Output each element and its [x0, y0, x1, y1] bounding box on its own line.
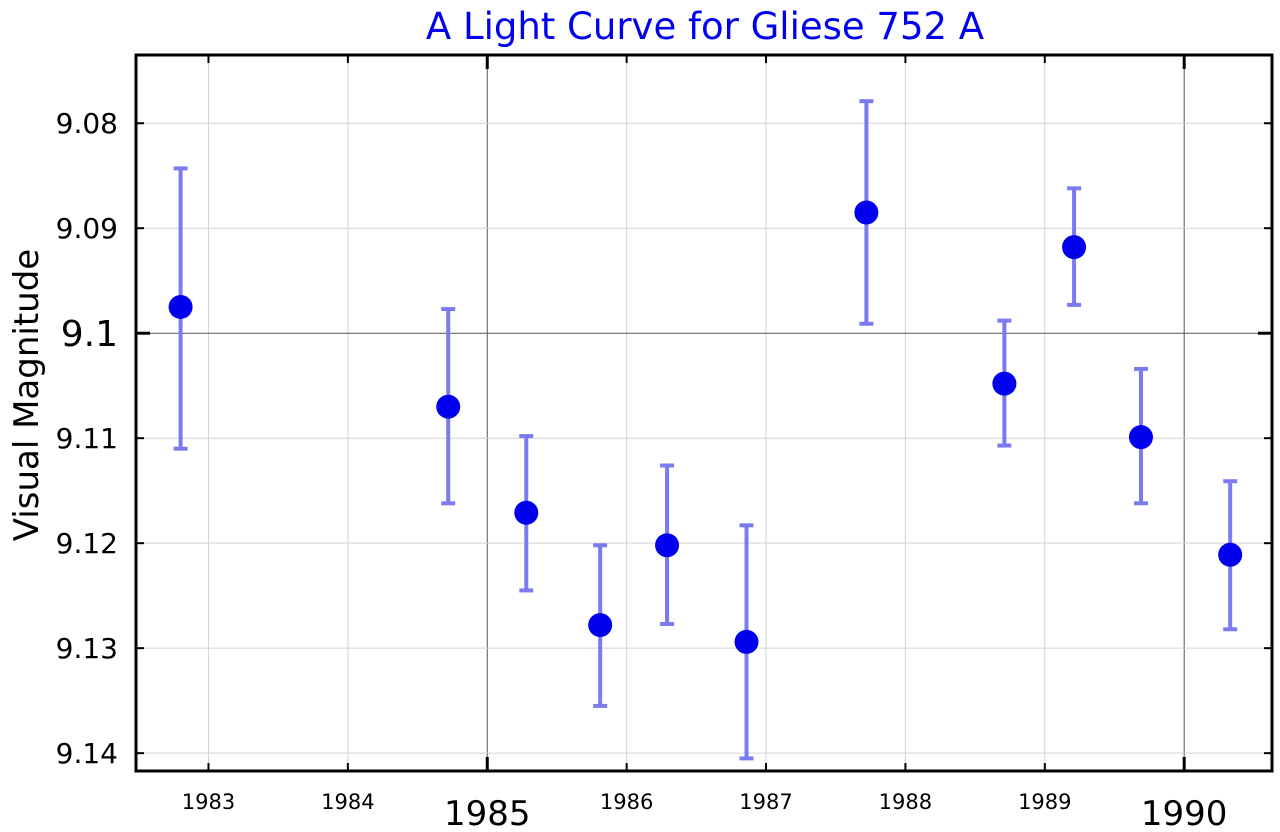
data-point [436, 307, 461, 506]
data-marker [1218, 542, 1243, 567]
x-tick-label: 1985 [444, 794, 531, 832]
data-marker [1062, 235, 1087, 260]
data-point [514, 434, 539, 593]
data-marker [992, 371, 1017, 396]
data-marker [588, 613, 613, 638]
y-tick-labels: 9.08 9.09 9.1 9.11 9.12 9.13 9.14 [56, 107, 118, 770]
data-point [992, 318, 1017, 448]
x-tick-label: 1989 [1018, 790, 1071, 814]
plot-frame [134, 53, 1274, 773]
x-tick-labels: 1983 1984 1985 1986 1987 1988 1989 1990 [182, 790, 1228, 832]
y-tick-label: 9.08 [56, 107, 118, 140]
data-point [854, 99, 879, 326]
data-point [1218, 479, 1243, 632]
data-point [1128, 366, 1153, 506]
data-marker [514, 500, 539, 525]
y-tick-label: 9.09 [56, 212, 118, 245]
data-point [655, 463, 680, 627]
x-tick-label: 1984 [321, 790, 374, 814]
data-marker [168, 294, 193, 319]
axes [134, 53, 1274, 773]
x-tick-label: 1988 [879, 790, 932, 814]
data-series [168, 99, 1243, 761]
chart-title: A Light Curve for Gliese 752 A [426, 5, 984, 48]
data-point [168, 166, 193, 451]
y-tick-label: 9.13 [56, 632, 118, 665]
data-marker [734, 629, 759, 654]
data-marker [1128, 425, 1153, 450]
data-point [1062, 186, 1087, 307]
data-point [734, 523, 759, 761]
y-tick-label: 9.11 [56, 422, 118, 455]
data-point [588, 543, 613, 708]
y-axis-label: Visual Magnitude [7, 249, 47, 541]
data-marker [436, 394, 461, 419]
y-tick-label: 9.12 [56, 527, 118, 560]
x-tick-label: 1983 [182, 790, 235, 814]
grid-lines [136, 55, 1272, 771]
data-marker [854, 200, 879, 225]
x-tick-label: 1987 [739, 790, 792, 814]
x-tick-label: 1990 [1141, 794, 1228, 832]
data-marker [655, 533, 680, 558]
y-tick-label: 9.1 [61, 314, 118, 355]
y-tick-label: 9.14 [56, 737, 118, 770]
x-tick-label: 1986 [600, 790, 653, 814]
